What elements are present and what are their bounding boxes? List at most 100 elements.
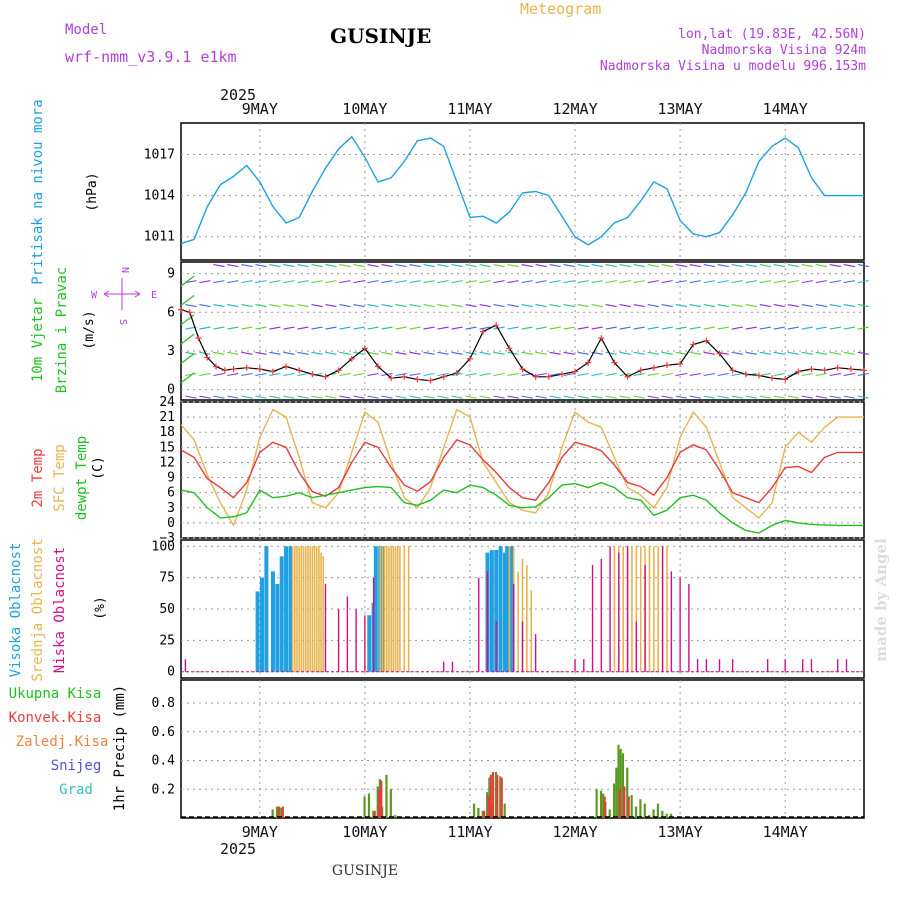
wind-arrow [829, 372, 841, 377]
wind-arrow [829, 326, 841, 330]
total-precip-bar [280, 807, 283, 818]
coords-text: lon,lat (19.83E, 42.56N) [678, 27, 866, 42]
wind-arrow [409, 264, 421, 268]
wind-arrow [717, 304, 729, 308]
mid-cloud-bar [381, 546, 384, 672]
location-title: GUSINJE [330, 24, 431, 48]
wind-arrow [180, 352, 195, 364]
mid-cloud-bar [385, 546, 388, 672]
wind-arrow [227, 280, 239, 284]
wind-arrow [423, 372, 435, 377]
wind-arrow [283, 351, 295, 355]
wind-arrow [549, 264, 561, 268]
wind-arrow [325, 395, 337, 399]
total-precip-bar [643, 803, 646, 818]
conv-precip-bar [627, 796, 630, 818]
total-precip-bar [639, 799, 642, 818]
wind-arrow [339, 395, 351, 399]
wind-speed-marker [545, 373, 552, 380]
mid-cloud-bar [313, 546, 316, 672]
mid-cloud-bar [521, 558, 524, 672]
wind-arrow [241, 280, 253, 284]
wind-arrow [731, 372, 743, 377]
wind-arrow [759, 264, 771, 268]
wind-arrow [577, 326, 589, 330]
low-cloud-bar [451, 661, 454, 672]
wind-arrow [180, 294, 195, 306]
wind-speed-marker [519, 366, 526, 373]
total-precip-bar [275, 806, 279, 818]
wind-arrow [283, 395, 295, 399]
wind-arrow [605, 372, 617, 377]
wind-arrow [353, 395, 365, 399]
wind-arrow [395, 264, 407, 268]
wind-arrow [381, 395, 393, 399]
year-label-top: 2025 [220, 86, 256, 104]
wind-arrow [395, 395, 407, 399]
wind-arrow [507, 326, 519, 330]
wind-speed-marker [742, 371, 749, 378]
wind-arrow [339, 326, 351, 330]
wind-arrow [717, 326, 729, 330]
wind-arrow [801, 326, 813, 330]
wind-arrow [577, 304, 589, 308]
wind-arrow [759, 304, 771, 308]
wind-speed-marker [650, 364, 657, 371]
wind-arrow [717, 280, 729, 284]
wind-arrow [661, 372, 673, 377]
low-cloud-bar [600, 558, 603, 672]
wind-arrow [829, 264, 841, 268]
header: Model wrf-nmm_v3.9.1 e1km GUSINJE Meteog… [65, 0, 866, 74]
wind-arrow [255, 351, 267, 355]
wind-arrow [493, 326, 505, 330]
wind-arrow [619, 280, 631, 284]
precip-legend-item: Grad [59, 782, 93, 798]
mid-cloud-bar [407, 546, 410, 672]
wind-arrow [297, 372, 309, 377]
temp-label-sfc: SFC Temp [52, 444, 68, 511]
wind-speed-marker [388, 375, 395, 382]
mid-cloud-bar [666, 546, 668, 672]
wind-arrow [451, 264, 463, 268]
wind-speed-marker [558, 371, 565, 378]
wind-arrow [703, 264, 715, 268]
wind-arrow [689, 280, 701, 284]
wind-arrow [241, 395, 253, 399]
wind-arrow [507, 280, 519, 284]
wind-arrow [829, 395, 841, 399]
wind-speed-marker [847, 366, 854, 373]
wind-arrow [605, 280, 617, 284]
credit-text: made by Angel [872, 538, 890, 662]
high-cloud-bar [284, 546, 289, 672]
wind-arrow [843, 304, 855, 308]
mid-cloud-bar [396, 546, 399, 672]
wind-speed-marker [663, 362, 670, 369]
wind-arrow [479, 395, 491, 399]
wind-arrow [283, 372, 295, 377]
day-label-top: 11MAY [447, 100, 492, 118]
wind-arrow [535, 304, 547, 308]
mid-cloud-bar [307, 546, 309, 672]
wind-arrow [675, 395, 687, 399]
wind-speed-marker [427, 377, 434, 384]
wind-speed-marker [572, 368, 579, 375]
wind-arrow [773, 264, 785, 268]
wind-arrow [717, 395, 729, 399]
wind-arrow [689, 395, 701, 399]
compass-rose: W E N S [91, 267, 157, 325]
y-tick-label: 3 [167, 501, 175, 516]
wind-arrow [815, 280, 827, 284]
wind-speed-marker [230, 366, 237, 373]
wind-panel [180, 261, 865, 401]
wind-arrow [563, 395, 575, 399]
low-cloud-bar [688, 583, 690, 672]
wind-arrow [829, 351, 841, 355]
wind-arrow [479, 372, 491, 377]
wind-arrow [549, 304, 561, 308]
low-cloud-bar [574, 659, 576, 672]
wind-arrow [633, 395, 645, 399]
wind-arrow [535, 326, 547, 330]
compass-e: E [151, 290, 157, 301]
wind-arrow [577, 264, 589, 268]
wind-speed-marker [204, 354, 211, 361]
